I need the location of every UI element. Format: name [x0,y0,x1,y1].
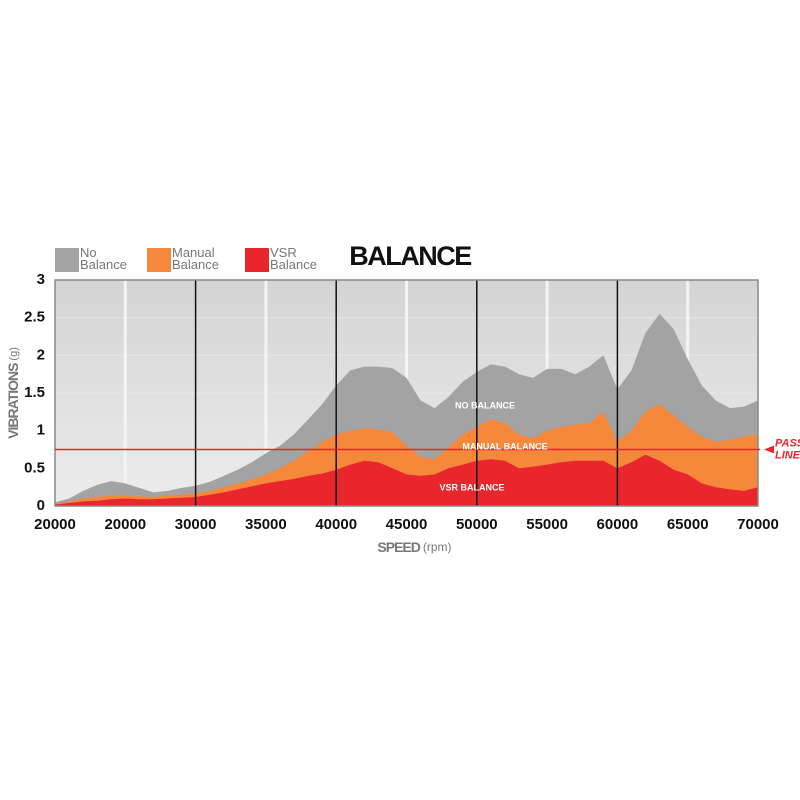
chart-title: BALANCE [349,241,471,271]
x-tick-label: 60000 [597,516,639,533]
x-tick-label: 30000 [175,516,217,533]
x-axis-label: SPEED (rpm) [377,539,451,555]
x-tick-label: 20000 [34,516,76,533]
legend-swatch [55,248,79,272]
y-tick-label: 0 [37,497,45,514]
x-tick-label: 40000 [315,516,357,533]
x-tick-label: 70000 [737,516,779,533]
y-tick-label: 2.5 [24,309,45,326]
y-axis-title: VIBRATIONS [5,363,21,439]
x-axis-title: SPEED [377,539,420,555]
x-tick-label: 55000 [526,516,568,533]
y-tick-label: 3 [37,271,45,288]
y-axis-label: VIBRATIONS (g) [5,347,21,439]
pass-arrow [764,445,774,454]
area-annotation: NO BALANCE [455,400,515,410]
y-tick-label: 0.5 [24,459,45,476]
x-tick-label: 20000 [104,516,146,533]
area-annotation: VSR BALANCE [439,482,504,492]
y-tick-label: 2 [37,346,45,363]
x-axis-unit: (rpm) [423,540,452,554]
area [55,454,758,506]
legend-label: Manual Balance [172,245,219,272]
legend-swatch [147,248,171,272]
pass-line-label: PASSLINE [775,437,800,461]
x-tick-label: 45000 [386,516,428,533]
y-axis-unit: (g) [8,347,20,360]
y-tick-label: 1.5 [24,384,45,401]
legend-label: No Balance [80,245,127,272]
area-annotation: MANUAL BALANCE [462,441,547,451]
y-tick-label: 1 [37,422,45,439]
legend-label: VSR Balance [270,245,317,272]
x-tick-label: 65000 [667,516,709,533]
x-tick-label: 50000 [456,516,498,533]
legend-swatch [245,248,269,272]
x-tick-label: 35000 [245,516,287,533]
plot-border [54,279,759,507]
